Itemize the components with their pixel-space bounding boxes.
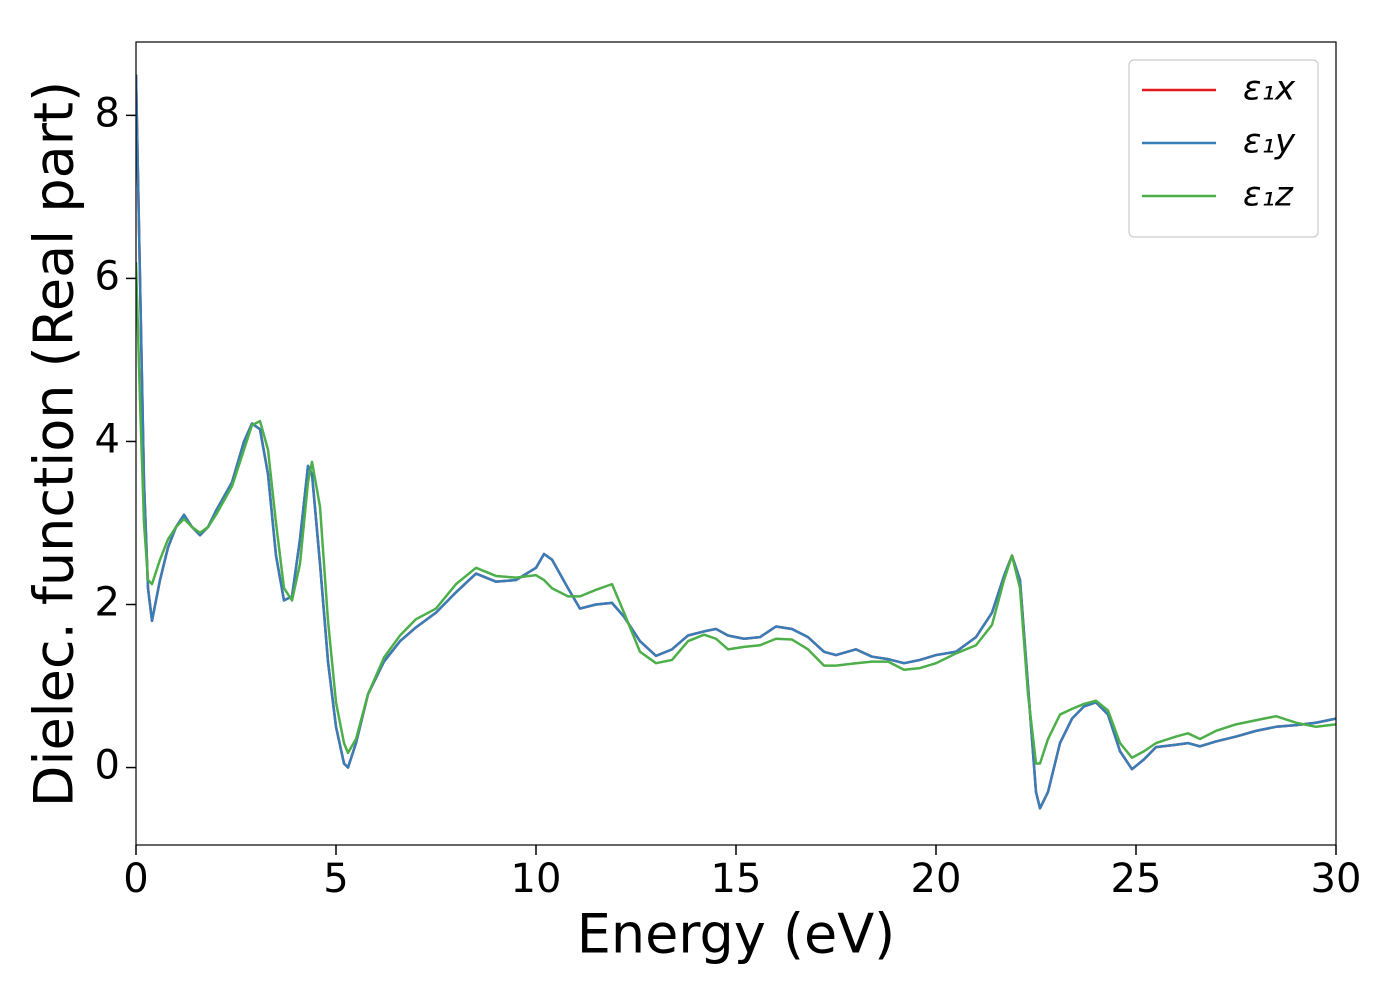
x-tick-label: 0 — [123, 856, 148, 902]
x-tick-label: 30 — [1311, 856, 1362, 902]
plot-frame — [135, 41, 1337, 846]
series-line — [136, 74, 1336, 810]
legend-label: ε₁y — [1243, 122, 1296, 162]
series-line — [136, 262, 1336, 765]
y-tick-label: 4 — [95, 416, 120, 462]
legend-box — [1128, 59, 1319, 238]
y-tick-label: 2 — [95, 580, 120, 626]
x-tick-label: 5 — [323, 856, 348, 902]
legend-label: ε₁z — [1243, 175, 1294, 215]
x-tick-label: 20 — [911, 856, 962, 902]
y-tick-label: 0 — [95, 743, 120, 789]
x-axis-label: Energy (eV) — [577, 903, 896, 966]
y-tick-label: 8 — [95, 90, 120, 136]
x-tick-label: 15 — [711, 856, 762, 902]
y-tick-label: 6 — [95, 253, 120, 299]
y-axis-label: Dielec. function (Real part) — [23, 81, 86, 807]
x-tick-label: 10 — [511, 856, 562, 902]
x-tick-label: 25 — [1111, 856, 1162, 902]
legend-label: ε₁x — [1243, 69, 1296, 109]
